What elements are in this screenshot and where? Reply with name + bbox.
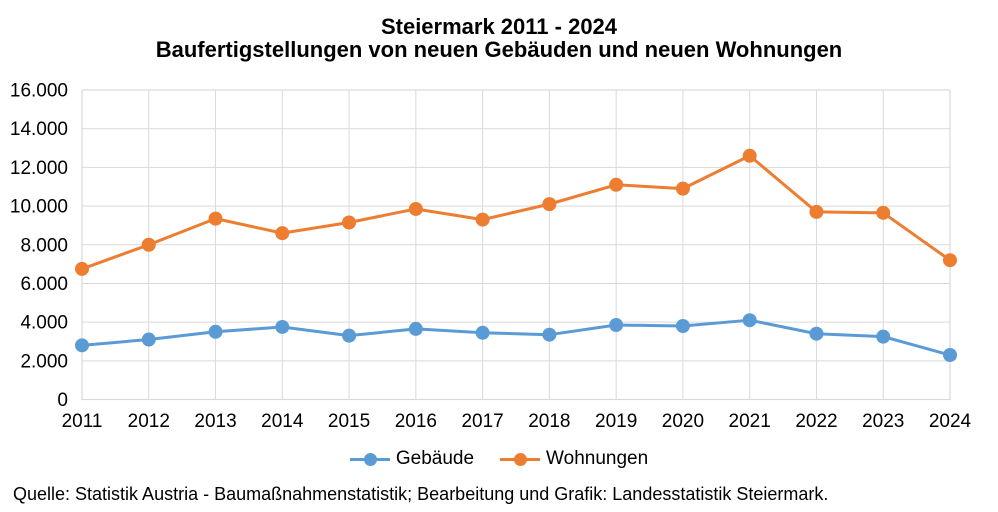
data-point-gebäude-2019 <box>609 318 624 333</box>
x-axis-tick-label: 2019 <box>595 411 637 432</box>
legend-item-gebäude: Gebäude <box>349 448 475 470</box>
y-axis-tick-label: 12.000 <box>10 158 68 179</box>
data-point-wohnungen-2013 <box>208 211 223 226</box>
x-axis-tick-label: 2017 <box>461 411 503 432</box>
x-axis-tick-label: 2022 <box>795 411 837 432</box>
y-axis-tick-label: 14.000 <box>10 119 68 140</box>
source-note: Quelle: Statistik Austria - Baumaßnahmen… <box>13 484 829 504</box>
series-line-gebäude <box>80 318 952 357</box>
data-point-gebäude-2016 <box>408 321 423 336</box>
data-point-gebäude-2020 <box>675 318 690 333</box>
y-axis-tick-label: 4.000 <box>20 313 68 334</box>
x-axis-tick-label: 2018 <box>528 411 570 432</box>
x-axis-tick-label: 2013 <box>194 411 236 432</box>
data-point-gebäude-2017 <box>475 325 490 340</box>
data-point-wohnungen-2011 <box>75 261 89 276</box>
data-point-gebäude-2014 <box>275 319 290 334</box>
x-axis-tick-label: 2011 <box>62 411 103 432</box>
legend-label: Wohnungen <box>546 448 649 469</box>
y-axis-tick-label: 0 <box>57 390 68 411</box>
x-axis-tick-label: 2024 <box>929 411 972 432</box>
data-point-wohnungen-2012 <box>141 237 156 252</box>
data-point-gebäude-2012 <box>141 332 156 347</box>
y-axis-tick-label: 10.000 <box>10 197 68 218</box>
y-axis-tick-label: 16.000 <box>10 81 68 102</box>
data-point-gebäude-2024 <box>943 348 957 363</box>
data-point-wohnungen-2016 <box>408 201 423 216</box>
data-point-wohnungen-2015 <box>342 215 357 230</box>
x-axis-tick-label: 2021 <box>729 411 771 432</box>
y-axis-tick-label: 6.000 <box>20 274 68 295</box>
data-point-wohnungen-2018 <box>542 197 557 212</box>
legend-dot <box>514 452 528 466</box>
data-point-wohnungen-2017 <box>475 212 490 227</box>
legend-dot <box>363 452 377 466</box>
series-line-wohnungen <box>80 154 952 271</box>
y-axis-tick-label: 8.000 <box>20 235 68 256</box>
data-point-wohnungen-2020 <box>675 181 690 196</box>
data-point-gebäude-2022 <box>809 326 824 341</box>
data-point-gebäude-2023 <box>876 329 891 344</box>
chart-title-line2: Baufertigstellungen von neuen Gebäuden u… <box>155 37 843 62</box>
legend-marker-icon <box>349 452 390 466</box>
data-point-wohnungen-2022 <box>809 204 824 219</box>
legend-item-wohnungen: Wohnungen <box>500 448 648 470</box>
chart-title: Steiermark 2011 - 2024 Baufertigstellung… <box>0 15 998 61</box>
legend-marker-icon <box>500 452 541 466</box>
chart-legend: Gebäude Wohnungen <box>0 448 998 470</box>
x-axis-tick-label: 2012 <box>128 411 170 432</box>
data-point-wohnungen-2023 <box>876 205 891 220</box>
data-point-gebäude-2011 <box>75 338 89 353</box>
data-point-gebäude-2018 <box>542 327 557 342</box>
data-point-wohnungen-2014 <box>275 226 290 241</box>
chart-title-line1: Steiermark 2011 - 2024 <box>380 14 618 39</box>
legend-label: Gebäude <box>395 448 475 469</box>
plot-border <box>81 89 951 401</box>
data-point-wohnungen-2024 <box>943 253 957 268</box>
x-axis-tick-label: 2023 <box>862 411 904 432</box>
data-point-wohnungen-2019 <box>609 177 624 192</box>
data-point-gebäude-2013 <box>208 324 223 339</box>
data-point-gebäude-2021 <box>742 313 757 328</box>
x-axis-tick-label: 2014 <box>261 411 304 432</box>
y-axis-tick-label: 2.000 <box>20 351 68 372</box>
x-axis-tick-label: 2016 <box>395 411 437 432</box>
data-point-wohnungen-2021 <box>742 148 757 163</box>
x-axis-tick-label: 2015 <box>328 411 370 432</box>
x-axis-tick-label: 2020 <box>662 411 704 432</box>
data-point-gebäude-2015 <box>342 328 357 343</box>
